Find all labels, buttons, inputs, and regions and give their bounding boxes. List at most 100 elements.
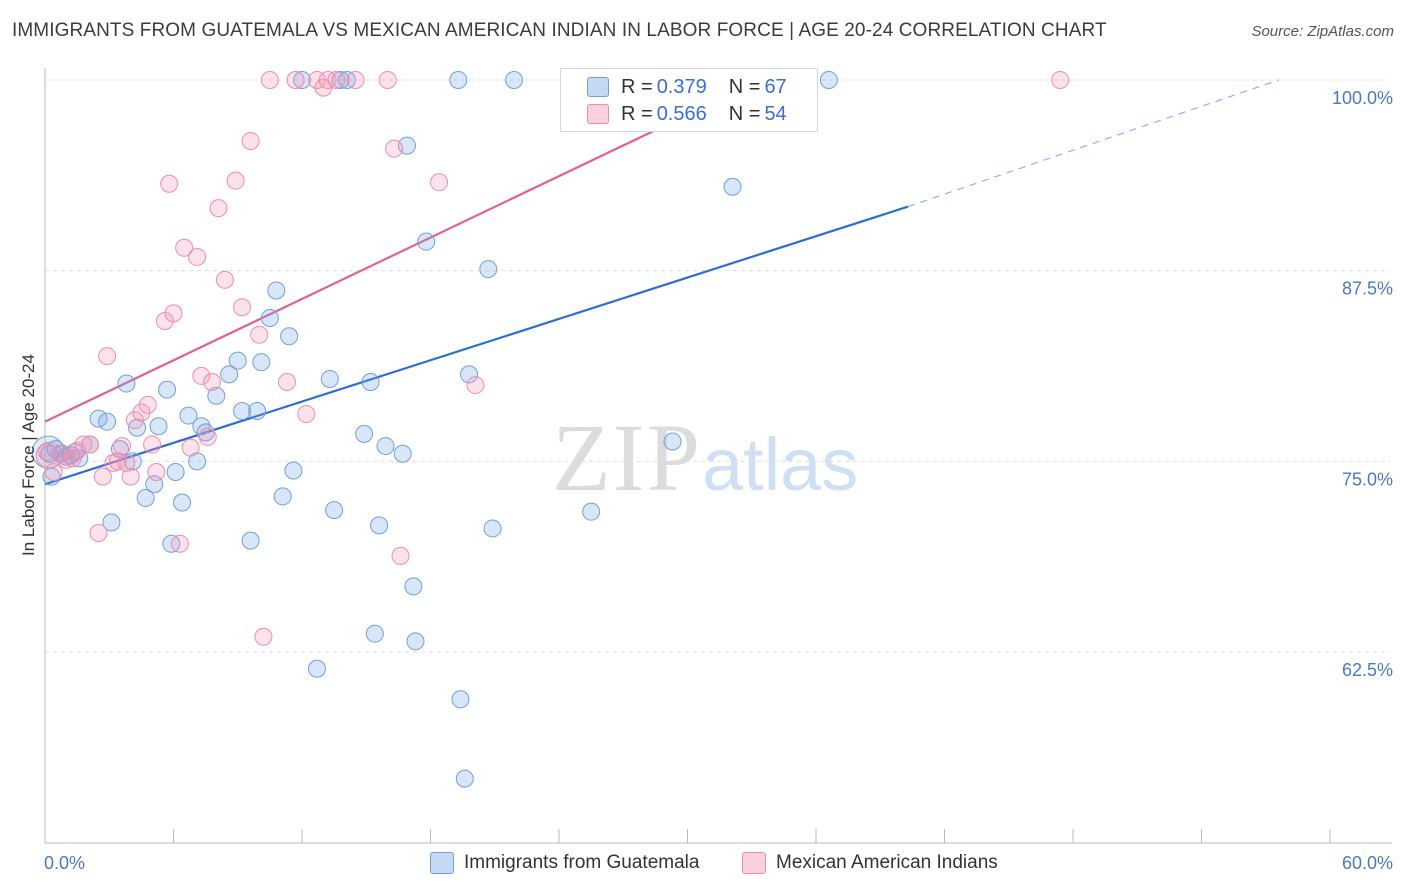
point-mexican-american-indians: [378, 71, 397, 89]
point-mexican-american-indians: [98, 347, 117, 366]
point-guatemala: [273, 487, 292, 506]
point-mexican-american-indians: [170, 534, 189, 553]
point-mexican-american-indians: [241, 132, 260, 151]
point-guatemala: [505, 71, 524, 89]
point-mexican-american-indians: [198, 427, 217, 446]
point-mexican-american-indians: [260, 71, 279, 89]
point-guatemala: [723, 177, 742, 196]
point-guatemala: [233, 401, 252, 420]
point-guatemala: [173, 493, 192, 512]
x-tick-label: 60.0%: [1342, 853, 1393, 873]
y-tick-label: 100.0%: [1332, 88, 1393, 108]
point-mexican-american-indians: [80, 435, 99, 454]
tick-labels: 62.5% 75.0% 87.5% 100.0% 0.0% 60.0%: [44, 88, 1393, 873]
point-guatemala: [365, 624, 384, 643]
point-guatemala: [331, 71, 350, 89]
chart-source: Source: ZipAtlas.com: [1251, 23, 1394, 40]
data-points: [31, 71, 1070, 788]
legend-n-value: 67: [764, 75, 787, 98]
point-mexican-american-indians: [38, 443, 57, 462]
point-guatemala: [220, 365, 239, 384]
legend-n-value: 54: [764, 102, 787, 125]
correlation-legend: R = 0.379 N = 67 R = 0.566 N = 54: [560, 68, 818, 132]
point-mexican-american-indians: [391, 546, 410, 565]
point-guatemala: [228, 351, 247, 370]
point-guatemala: [460, 365, 479, 384]
point-guatemala: [307, 659, 326, 678]
point-guatemala: [252, 353, 271, 372]
point-guatemala: [267, 281, 286, 300]
y-tick-label: 75.0%: [1342, 469, 1393, 489]
point-guatemala: [582, 502, 601, 521]
point-guatemala: [280, 327, 299, 346]
point-guatemala: [370, 516, 389, 535]
point-mexican-american-indians: [346, 71, 365, 89]
point-guatemala: [136, 488, 155, 507]
series-legend-swatch-pink: [742, 852, 766, 874]
point-guatemala: [179, 406, 198, 425]
axes: [44, 68, 1392, 844]
point-mexican-american-indians: [143, 435, 162, 454]
point-guatemala: [284, 461, 303, 480]
point-guatemala: [196, 423, 215, 442]
series-legend-item-guatemala: Immigrants from Guatemala: [430, 852, 699, 874]
legend-swatch-blue: [587, 77, 609, 97]
point-mexican-american-indians: [466, 376, 485, 395]
trend-line-guatemala-extension: [907, 79, 1279, 208]
point-mexican-american-indians: [233, 298, 252, 317]
series-legend-label: Immigrants from Guatemala: [464, 852, 700, 873]
legend-swatch-pink: [587, 104, 609, 124]
grid: [45, 79, 1390, 653]
trend-lines: [44, 79, 1279, 486]
point-mexican-american-indians: [138, 395, 157, 414]
point-mexican-american-indians: [192, 366, 211, 385]
point-guatemala: [483, 519, 502, 538]
trend-line-guatemala: [44, 205, 909, 486]
point-mexican-american-indians: [164, 304, 183, 323]
legend-r-value: 0.379: [656, 75, 707, 98]
point-mexican-american-indians: [250, 325, 269, 344]
legend-r-value: 0.566: [656, 102, 707, 125]
point-guatemala: [361, 373, 380, 392]
point-guatemala: [166, 463, 185, 482]
legend-n-label: N =: [728, 102, 761, 125]
legend-row-mexican-american-indian: R = 0.566 N = 54: [587, 101, 787, 127]
point-mexican-american-indians: [430, 173, 449, 192]
point-mexican-american-indians: [175, 238, 194, 257]
point-guatemala: [117, 374, 136, 393]
point-guatemala: [98, 412, 117, 431]
point-mexican-american-indians: [278, 373, 297, 392]
point-guatemala: [393, 444, 412, 463]
point-mexican-american-indians: [44, 463, 63, 482]
point-mexican-american-indians: [307, 71, 326, 89]
series-legend-swatch-blue: [430, 852, 454, 874]
series-legend: Immigrants from Guatemala Mexican Americ…: [0, 852, 1406, 878]
point-mexican-american-indians: [254, 627, 273, 646]
point-mexican-american-indians: [74, 435, 93, 454]
point-guatemala: [404, 577, 423, 596]
legend-row-guatemala: R = 0.379 N = 67: [587, 74, 787, 100]
trend-line-mexican-american-indians: [44, 79, 761, 423]
legend-r-label: R =: [621, 102, 653, 125]
y-tick-label: 87.5%: [1342, 279, 1393, 299]
point-guatemala: [449, 71, 468, 89]
point-guatemala: [241, 531, 260, 550]
point-guatemala: [406, 632, 425, 651]
point-mexican-american-indians: [181, 438, 200, 457]
point-guatemala: [70, 449, 89, 468]
point-guatemala: [451, 690, 470, 709]
point-mexican-american-indians: [147, 463, 166, 482]
y-tick-label: 62.5%: [1342, 660, 1393, 680]
point-guatemala: [455, 769, 474, 788]
point-guatemala: [479, 260, 498, 279]
point-mexican-american-indians: [209, 199, 228, 218]
point-mexican-american-indians: [93, 467, 112, 486]
series-legend-item-mexican-american-indians: Mexican American Indians: [742, 852, 998, 874]
point-mexican-american-indians: [113, 437, 132, 456]
point-mexican-american-indians: [188, 247, 207, 266]
legend-n-label: N =: [728, 75, 761, 98]
point-guatemala: [102, 513, 121, 532]
point-guatemala: [325, 501, 344, 520]
point-guatemala: [376, 437, 395, 456]
